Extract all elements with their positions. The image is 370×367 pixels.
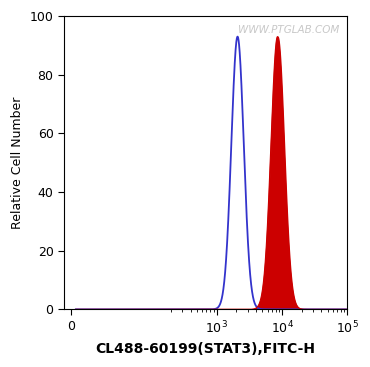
X-axis label: CL488-60199(STAT3),FITC-H: CL488-60199(STAT3),FITC-H — [96, 342, 316, 356]
Text: WWW.PTGLAB.COM: WWW.PTGLAB.COM — [238, 25, 339, 35]
Y-axis label: Relative Cell Number: Relative Cell Number — [11, 97, 24, 229]
